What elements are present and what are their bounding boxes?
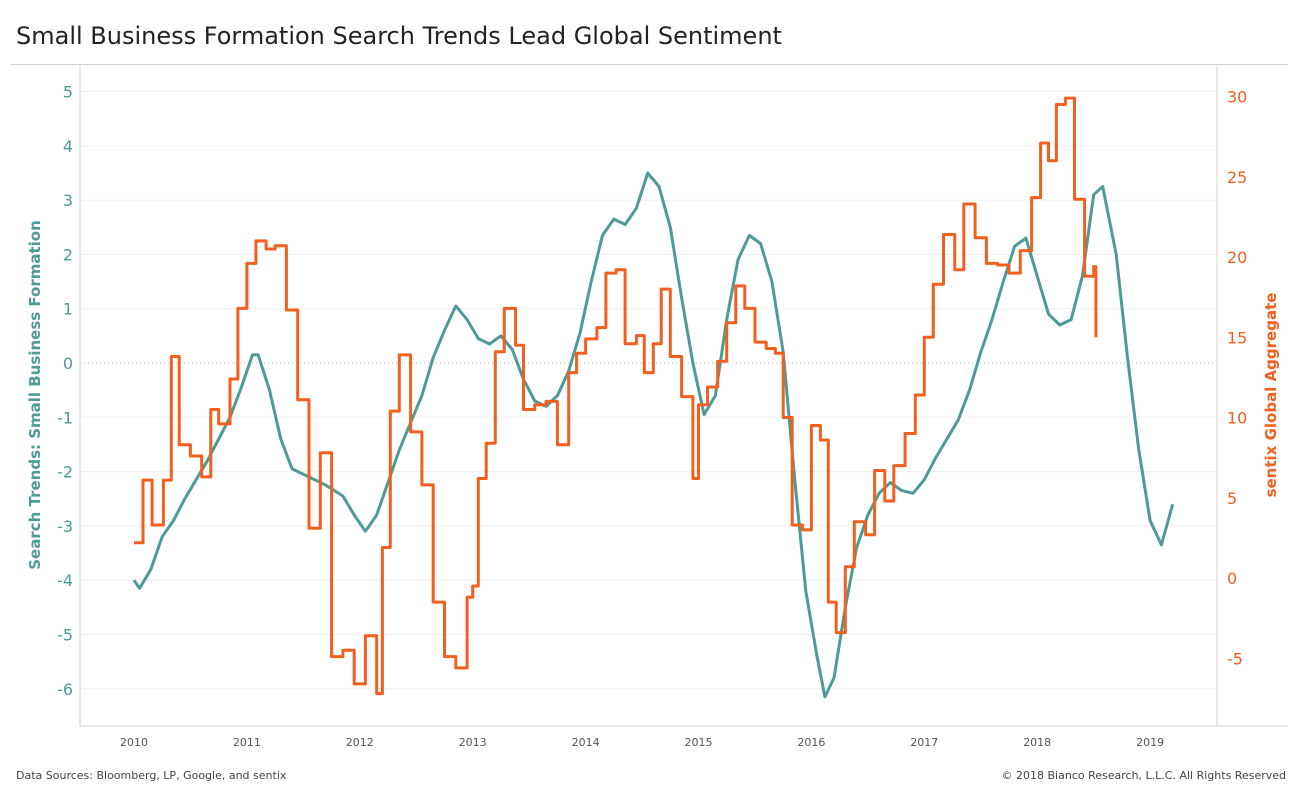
- left-tick-label: 0: [63, 354, 73, 373]
- title-divider: [11, 64, 1288, 65]
- left-axis-ticks: 5 4 3 2 1 0 -1 -2 -3 -4 -5 -6: [57, 83, 73, 699]
- series-layer: [132, 96, 1175, 699]
- x-tick-label: 2010: [120, 736, 148, 749]
- left-tick-label: 4: [63, 137, 73, 156]
- sentix-line: [134, 96, 1098, 696]
- right-tick-label: 25: [1227, 168, 1247, 187]
- copyright: © 2018 Bianco Research, L.L.C. All Right…: [1001, 769, 1286, 782]
- right-axis-ticks: 30 25 20 15 10 5 0 -5: [1227, 88, 1247, 669]
- x-tick-label: 2019: [1136, 736, 1164, 749]
- chart-title: Small Business Formation Search Trends L…: [16, 22, 782, 50]
- x-tick-label: 2011: [233, 736, 261, 749]
- right-tick-label: 30: [1227, 88, 1247, 107]
- left-axis-title: Search Trends: Small Business Formation: [26, 220, 44, 570]
- x-tick-label: 2015: [685, 736, 713, 749]
- search-trends-line: [132, 171, 1175, 699]
- x-axis-ticks: 2010 2011 2012 2013 2014 2015 2016 2017 2018 2019: [120, 736, 1164, 749]
- left-tick-label: 3: [63, 191, 73, 210]
- x-tick-label: 2016: [797, 736, 825, 749]
- gridlines: [80, 91, 1217, 690]
- left-tick-label: -1: [57, 408, 73, 427]
- x-tick-label: 2012: [346, 736, 374, 749]
- x-tick-label: 2013: [459, 736, 487, 749]
- right-tick-label: 10: [1227, 409, 1247, 428]
- right-tick-label: 15: [1227, 328, 1247, 347]
- left-tick-label: 5: [63, 83, 73, 102]
- left-tick-label: -4: [57, 571, 73, 590]
- right-tick-label: 0: [1227, 569, 1237, 588]
- left-tick-label: 1: [63, 300, 73, 319]
- right-axis-title: sentix Global Aggregate: [1262, 293, 1280, 498]
- right-tick-label: -5: [1227, 649, 1243, 668]
- right-tick-label: 20: [1227, 248, 1247, 267]
- left-tick-label: -2: [57, 463, 73, 482]
- left-tick-label: -6: [57, 680, 73, 699]
- left-tick-label: 2: [63, 245, 73, 264]
- left-tick-label: -3: [57, 517, 73, 536]
- data-sources: Data Sources: Bloomberg, LP, Google, and…: [16, 769, 287, 782]
- x-tick-label: 2014: [572, 736, 600, 749]
- x-tick-label: 2018: [1023, 736, 1051, 749]
- left-tick-label: -5: [57, 626, 73, 645]
- right-tick-label: 5: [1227, 489, 1237, 508]
- x-tick-label: 2017: [910, 736, 938, 749]
